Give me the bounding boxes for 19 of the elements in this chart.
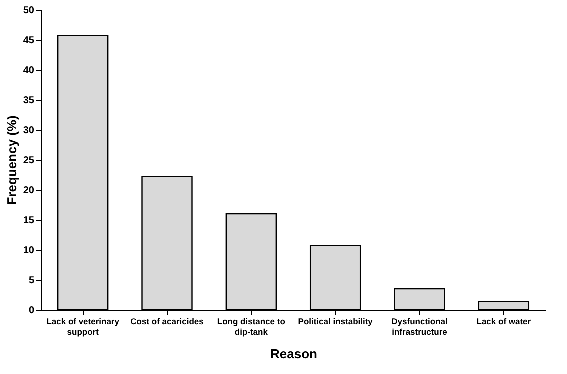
y-tick-label: 35 — [23, 96, 35, 106]
x-axis-title: Reason — [270, 346, 318, 362]
y-axis-title: Frequency (%) — [4, 116, 20, 206]
y-tick-label: 5 — [28, 276, 35, 286]
y-tick-label: 25 — [23, 156, 35, 166]
y-tick-label: 10 — [23, 246, 35, 256]
x-tick-label: Lack of water — [476, 316, 532, 326]
x-tick-label: Lack of veterinary support — [46, 316, 120, 337]
x-tick-label: Cost of acaricides — [130, 316, 204, 326]
y-tick-label: 50 — [23, 6, 35, 16]
x-tick-label: Political instability — [298, 316, 374, 326]
y-tick-label: 30 — [23, 126, 35, 136]
y-tick-label: 20 — [23, 186, 35, 196]
x-tick-label: Dysfunctional infrastructure — [392, 316, 448, 337]
y-tick-label: 45 — [23, 36, 35, 46]
x-tick-label: Long distance to dip-tank — [217, 316, 286, 337]
y-tick-label: 40 — [23, 66, 35, 76]
y-tick-label: 0 — [28, 306, 35, 316]
y-tick-label: 15 — [23, 216, 35, 226]
